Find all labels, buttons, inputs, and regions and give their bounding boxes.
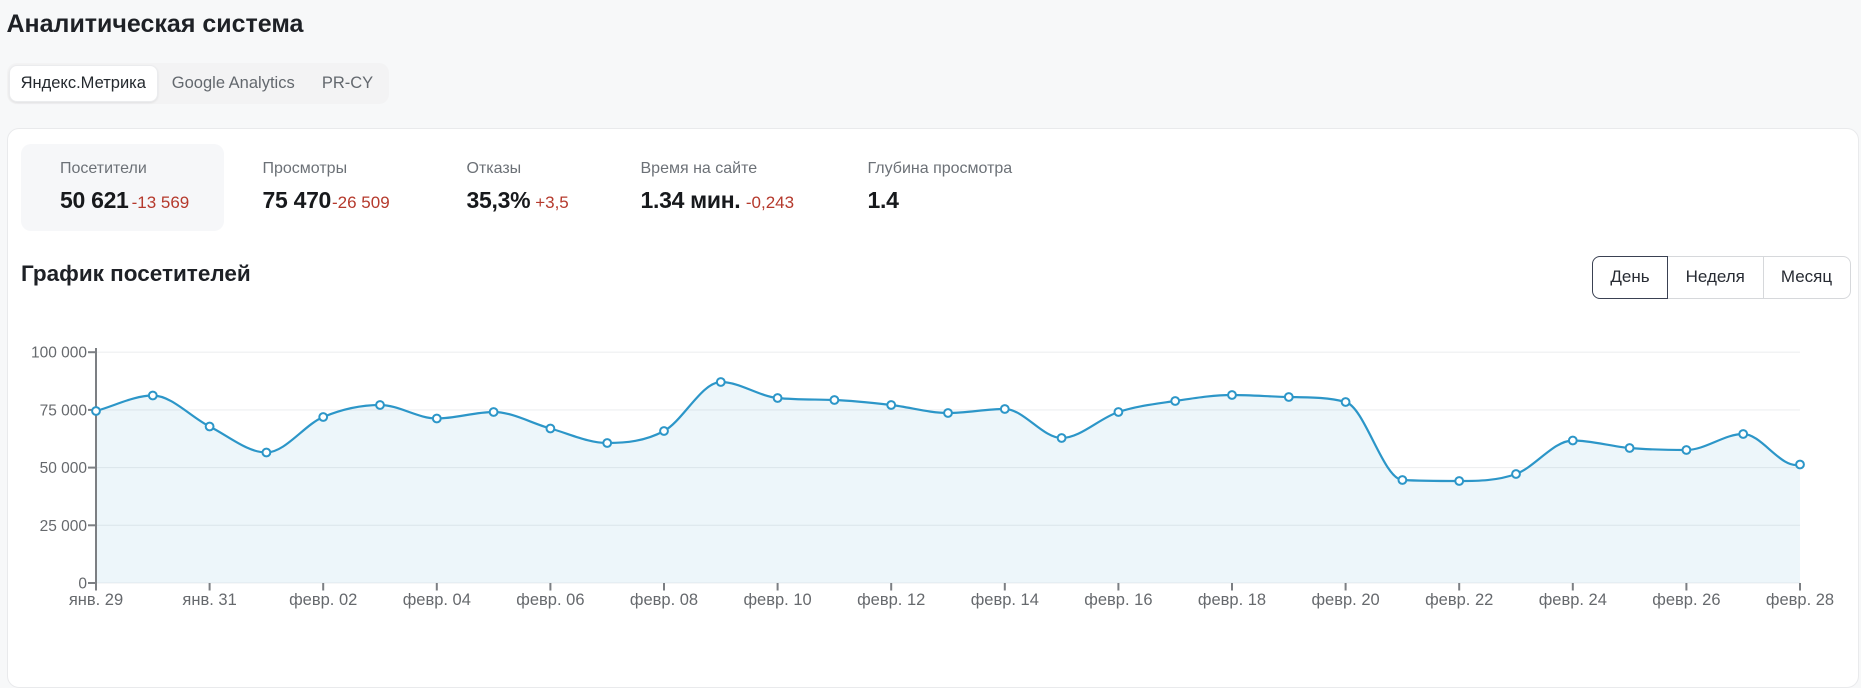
svg-text:февр. 24: февр. 24 bbox=[1539, 591, 1607, 609]
svg-text:февр. 22: февр. 22 bbox=[1425, 591, 1493, 609]
svg-text:февр. 04: февр. 04 bbox=[403, 591, 471, 609]
svg-text:февр. 08: февр. 08 bbox=[630, 591, 698, 609]
svg-text:февр. 02: февр. 02 bbox=[289, 591, 357, 609]
svg-text:февр. 06: февр. 06 bbox=[516, 591, 584, 609]
svg-text:февр. 14: февр. 14 bbox=[971, 591, 1039, 609]
svg-text:февр. 18: февр. 18 bbox=[1198, 591, 1266, 609]
svg-text:февр. 26: февр. 26 bbox=[1652, 591, 1720, 609]
svg-text:февр. 12: февр. 12 bbox=[857, 591, 925, 609]
svg-text:февр. 20: февр. 20 bbox=[1311, 591, 1379, 609]
svg-text:50 000: 50 000 bbox=[40, 460, 88, 477]
svg-text:25 000: 25 000 bbox=[40, 518, 88, 535]
svg-text:0: 0 bbox=[78, 576, 87, 593]
svg-text:февр. 28: февр. 28 bbox=[1766, 591, 1834, 609]
svg-text:75 000: 75 000 bbox=[40, 402, 88, 419]
svg-text:янв. 31: янв. 31 bbox=[182, 591, 236, 609]
svg-text:февр. 10: февр. 10 bbox=[743, 591, 811, 609]
svg-text:февр. 16: февр. 16 bbox=[1084, 591, 1152, 609]
svg-text:100 000: 100 000 bbox=[31, 345, 87, 362]
svg-text:янв. 29: янв. 29 bbox=[69, 591, 123, 609]
